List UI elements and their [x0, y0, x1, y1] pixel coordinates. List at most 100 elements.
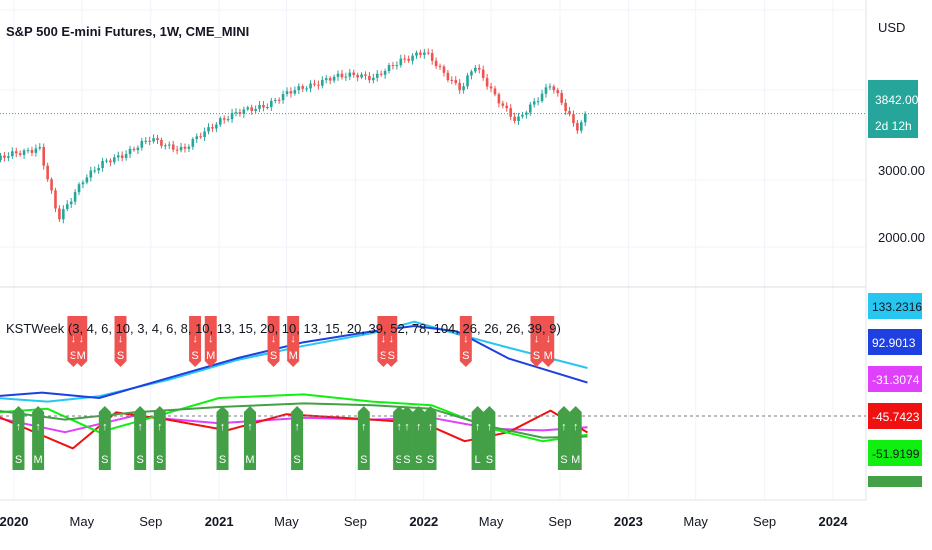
long-signal-marker: ↑S — [134, 406, 147, 470]
candle-body — [246, 107, 250, 110]
candle-body — [454, 80, 458, 83]
short-signal-marker: ↓S — [114, 316, 127, 367]
candle-body — [266, 106, 269, 108]
price-axis[interactable]: 3000.00 2000.00 — [878, 163, 925, 245]
candle-body — [270, 100, 273, 107]
indicator-value-badge — [868, 403, 922, 429]
candle-body — [313, 83, 316, 85]
candle-body — [324, 78, 328, 80]
signal-label: S — [415, 454, 422, 466]
candle-body — [317, 84, 320, 86]
candle-body — [395, 65, 399, 67]
indicator-value-badge — [868, 293, 922, 319]
signal-arrow: ↑ — [396, 421, 402, 433]
candle-body — [26, 150, 30, 152]
grid-lines — [0, 0, 866, 500]
candle-body — [399, 58, 403, 66]
time-tick-label: May — [479, 514, 504, 529]
signal-arrow: ↑ — [475, 421, 481, 433]
candle-body — [7, 156, 10, 158]
candle-body — [415, 52, 418, 56]
candle-body — [466, 75, 469, 87]
time-axis[interactable]: 2020 May Sep 2021 May Sep 2022 May Sep 2023 May Sep… — [0, 514, 848, 529]
candle-body — [187, 146, 191, 149]
candle-body — [321, 79, 324, 86]
candle-body — [293, 90, 297, 94]
candle-body — [85, 177, 89, 183]
candle-body — [505, 105, 509, 109]
time-tick-label: May — [70, 514, 95, 529]
candle-body — [552, 86, 556, 91]
candle-body — [474, 67, 477, 72]
indicator-value-badge — [868, 440, 922, 466]
candle-body — [18, 153, 22, 155]
candle-body — [171, 144, 175, 150]
candle-body — [462, 86, 465, 91]
signal-arrow: ↑ — [573, 421, 579, 433]
signal-label: S — [533, 350, 540, 362]
time-tick-label: Sep — [548, 514, 571, 529]
candle-body — [262, 105, 265, 108]
candle-body — [513, 116, 516, 122]
signal-markers: ↑S↑M↓S↓M↑S↓S↑S↑S↓S↓M↑S↑M↓S↓M↑S↑S↓S↓S↑S↑S… — [12, 316, 582, 470]
long-signal-marker: ↑S — [98, 406, 111, 470]
time-tick-label: 2024 — [819, 514, 849, 529]
candle-body — [195, 136, 199, 140]
candle-body — [258, 105, 261, 109]
candle-body — [250, 107, 253, 111]
candle-body — [348, 72, 352, 77]
candle-body — [281, 94, 285, 101]
candle-body — [450, 79, 454, 81]
signal-arrow: ↑ — [102, 421, 108, 433]
indicator-label[interactable]: KSTWeek (3, 4, 6, 10, 3, 4, 6, 8, 10, 13… — [6, 321, 561, 336]
long-signal-marker: ↑M — [32, 406, 45, 470]
candle-body — [556, 90, 560, 94]
short-signal-marker: ↓S — [189, 316, 202, 367]
candle-body — [238, 112, 242, 114]
candle-body — [30, 150, 34, 153]
indicator-value-text: 133.2316 — [872, 300, 922, 314]
long-signal-marker: ↑S — [412, 406, 425, 470]
time-tick-label: May — [274, 514, 299, 529]
long-signal-marker: ↑S — [557, 406, 570, 470]
signal-arrow: ↑ — [247, 421, 253, 433]
candle-body — [34, 148, 38, 153]
indicator-value-tags: 133.2316 92.9013 -31.3074 -45.7423 -51.9199 — [868, 293, 922, 487]
time-tick-label: Sep — [753, 514, 776, 529]
candle-body — [69, 201, 73, 205]
candle-body — [203, 131, 206, 138]
candle-body — [544, 87, 548, 94]
candle-body — [54, 190, 57, 209]
signal-label: M — [206, 350, 215, 362]
candle-body — [383, 71, 387, 75]
candle-body — [328, 78, 332, 81]
signal-label: S — [156, 454, 163, 466]
last-price-value: 3842.00 — [875, 93, 919, 107]
signal-arrow: ↑ — [428, 421, 434, 433]
signal-label: M — [34, 454, 43, 466]
signal-label: S — [380, 350, 387, 362]
short-signal-marker: ↓S — [385, 316, 398, 367]
time-tick-label: 2020 — [0, 514, 28, 529]
price-tick-label: 3000.00 — [878, 163, 925, 178]
signal-label: S — [486, 454, 493, 466]
candle-body — [430, 53, 434, 61]
signal-label: S — [191, 350, 198, 362]
candle-body — [101, 160, 104, 169]
signal-arrow: ↑ — [487, 421, 493, 433]
candle-body — [175, 149, 179, 151]
signal-label: M — [571, 454, 580, 466]
signal-label: S — [462, 350, 469, 362]
candle-body — [489, 86, 493, 89]
candle-body — [132, 148, 136, 151]
candle-body — [164, 145, 167, 147]
long-signal-marker: ↑S — [483, 406, 496, 470]
candle-body — [525, 112, 528, 115]
long-signal-marker: ↑S — [357, 406, 370, 470]
long-signal-marker: ↑S — [153, 406, 166, 470]
candle-body — [42, 147, 46, 166]
candle-body — [242, 109, 246, 114]
candle-body — [419, 52, 422, 55]
time-tick-label: Sep — [139, 514, 162, 529]
